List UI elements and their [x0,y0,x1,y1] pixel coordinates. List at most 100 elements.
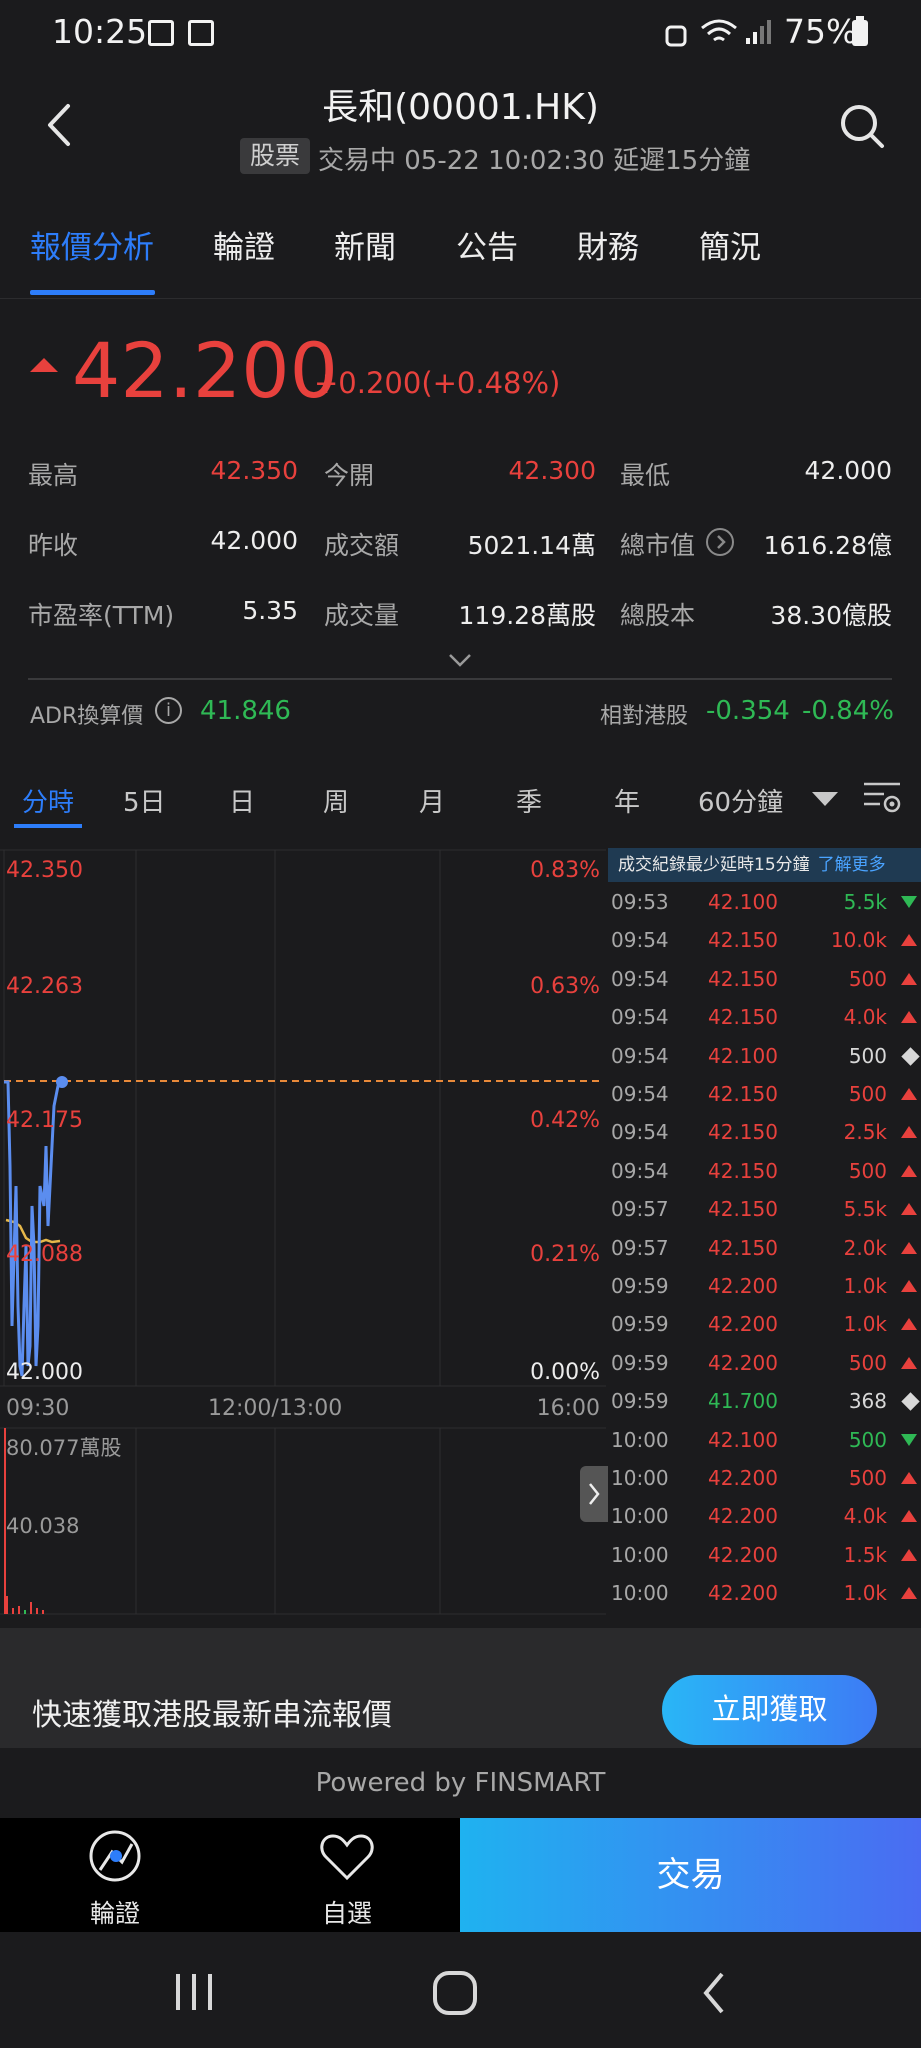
trade-row: 10:00 42.200 500 [608,1460,921,1498]
period-select-60min[interactable]: 60分鐘 [698,788,784,818]
price-axis-label: 42.350 [6,858,83,883]
tab-financials[interactable]: 財務 [577,230,639,266]
trade-time: 09:54 [611,1005,669,1030]
trade-price: 42.150 [708,1120,778,1145]
system-nav-bar [0,1932,921,2048]
trade-price: 42.100 [708,1427,778,1452]
warrants-button[interactable]: 輪證 [60,1826,170,1930]
market-cap-info-button[interactable] [706,528,734,556]
trade-row: 09:59 41.700 368 [608,1383,921,1421]
period-tab-week[interactable]: 周 [323,788,350,818]
trade-volume: 5.5k [843,1197,887,1222]
pct-axis-label: 0.21% [530,1242,600,1267]
trade-row: 09:57 42.150 5.5k [608,1191,921,1229]
tab-announcements[interactable]: 公告 [456,230,518,266]
period-tab-intraday[interactable]: 分時 [22,788,75,818]
stat-label: 總股本 [620,601,696,630]
price-axis-label: 42.088 [6,1242,83,1267]
trade-price: 42.100 [708,890,778,914]
trade-time: 10:00 [611,1427,669,1452]
watchlist-button[interactable]: 自選 [292,1826,402,1930]
trade-volume: 10.0k [830,928,887,953]
search-button[interactable] [838,100,886,150]
trade-volume: 1.0k [843,1312,887,1337]
trade-price: 42.200 [708,1581,778,1606]
up-arrow-icon [901,1356,917,1369]
trade-price: 42.150 [708,1005,778,1030]
stat-value: 5.35 [242,596,298,625]
period-tab-year[interactable]: 年 [614,788,641,818]
stock-title: 長和(00001.HK) [322,87,599,128]
trade-row: 09:54 42.150 500 [608,961,921,999]
up-arrow-icon [901,1472,917,1484]
back-button[interactable] [40,100,80,150]
pct-axis-label: 0.00% [530,1360,600,1385]
last-price: 42.200 [72,326,338,415]
chart-settings-icon[interactable] [862,780,902,816]
period-tab-quarter[interactable]: 季 [516,788,543,818]
trade-volume: 4.0k [843,1504,887,1529]
pct-axis-label: 0.42% [530,1108,600,1133]
warrants-label: 輪證 [89,1899,140,1928]
trade-time: 10:00 [611,1542,669,1567]
relative-change: -0.354 [706,696,790,726]
trade-volume: 5.5k [843,890,887,914]
back-nav-icon[interactable] [698,1970,730,2016]
up-arrow-icon [901,1126,917,1139]
intraday-chart[interactable]: 42.350 42.263 42.175 42.088 42.000 0.83%… [0,846,608,1616]
trade-row: 09:54 42.150 10.0k [608,922,921,960]
tab-news[interactable]: 新聞 [334,230,396,266]
stats-grid: 最高 42.350 今開 42.300 最低 42.000 昨收 42.000 … [0,440,921,640]
up-arrow-icon [901,972,917,985]
tab-quote-analysis[interactable]: 報價分析 [30,230,154,266]
trades-header: 成交紀錄最少延時15分鐘 了解更多 [608,848,921,882]
recent-apps-icon[interactable] [172,1972,220,2012]
trade-price: 42.150 [708,1082,778,1106]
expand-trades-button[interactable] [580,1466,608,1522]
period-tab-month[interactable]: 月 [419,788,446,818]
adr-info-icon[interactable]: i [155,697,182,724]
time-axis-label: 12:00/13:00 [208,1396,343,1421]
get-now-button[interactable]: 立即獲取 [662,1675,877,1745]
active-tab-indicator [30,290,155,295]
chevron-down-icon[interactable] [812,792,838,806]
trade-volume: 1.0k [843,1274,887,1298]
trade-price: 42.200 [708,1350,778,1375]
divider [0,298,921,299]
trade-row: 09:54 42.150 2.5k [608,1114,921,1152]
signal-icon [746,20,771,44]
period-tab-5day[interactable]: 5日 [123,788,166,818]
trade-price: 42.200 [708,1466,778,1490]
trade-button[interactable]: 交易 [460,1818,921,1932]
trade-price: 42.150 [708,928,778,953]
trade-volume: 500 [848,1350,887,1375]
stat-value: 5021.14萬 [467,531,596,560]
battery-icon [852,16,868,46]
stat-label: 昨收 [28,531,79,560]
relative-label: 相對港股 [600,704,689,729]
up-arrow-icon [901,934,917,947]
home-icon[interactable] [432,1970,478,2016]
tab-warrants[interactable]: 輪證 [213,230,275,266]
trade-time: 10:00 [611,1504,669,1529]
stat-value: 42.000 [804,456,892,485]
trades-list[interactable]: 09:53 42.100 5.5k 09:54 42.150 10.0k 09:54 42.1… [608,884,921,1616]
expand-stats-chevron-icon[interactable] [448,648,472,672]
tab-profile[interactable]: 簡況 [699,230,761,266]
trade-time: 10:00 [611,1581,669,1606]
trade-row: 10:00 42.200 4.0k [608,1498,921,1536]
stat-label: 最低 [620,461,671,490]
learn-more-link[interactable]: 了解更多 [817,855,886,875]
trade-volume: 1.5k [843,1542,887,1567]
heart-icon [320,1834,374,1881]
period-tab-day[interactable]: 日 [229,788,256,818]
trade-volume: 368 [848,1389,887,1414]
trade-volume: 500 [848,1158,887,1183]
trade-volume: 500 [848,966,887,991]
trade-price: 42.150 [708,1158,778,1183]
up-arrow-icon [901,1587,917,1600]
trade-price: 42.200 [708,1312,778,1337]
stat-label: 成交額 [324,531,400,560]
time-axis-label: 09:30 [6,1396,70,1421]
active-period-indicator [14,824,82,828]
